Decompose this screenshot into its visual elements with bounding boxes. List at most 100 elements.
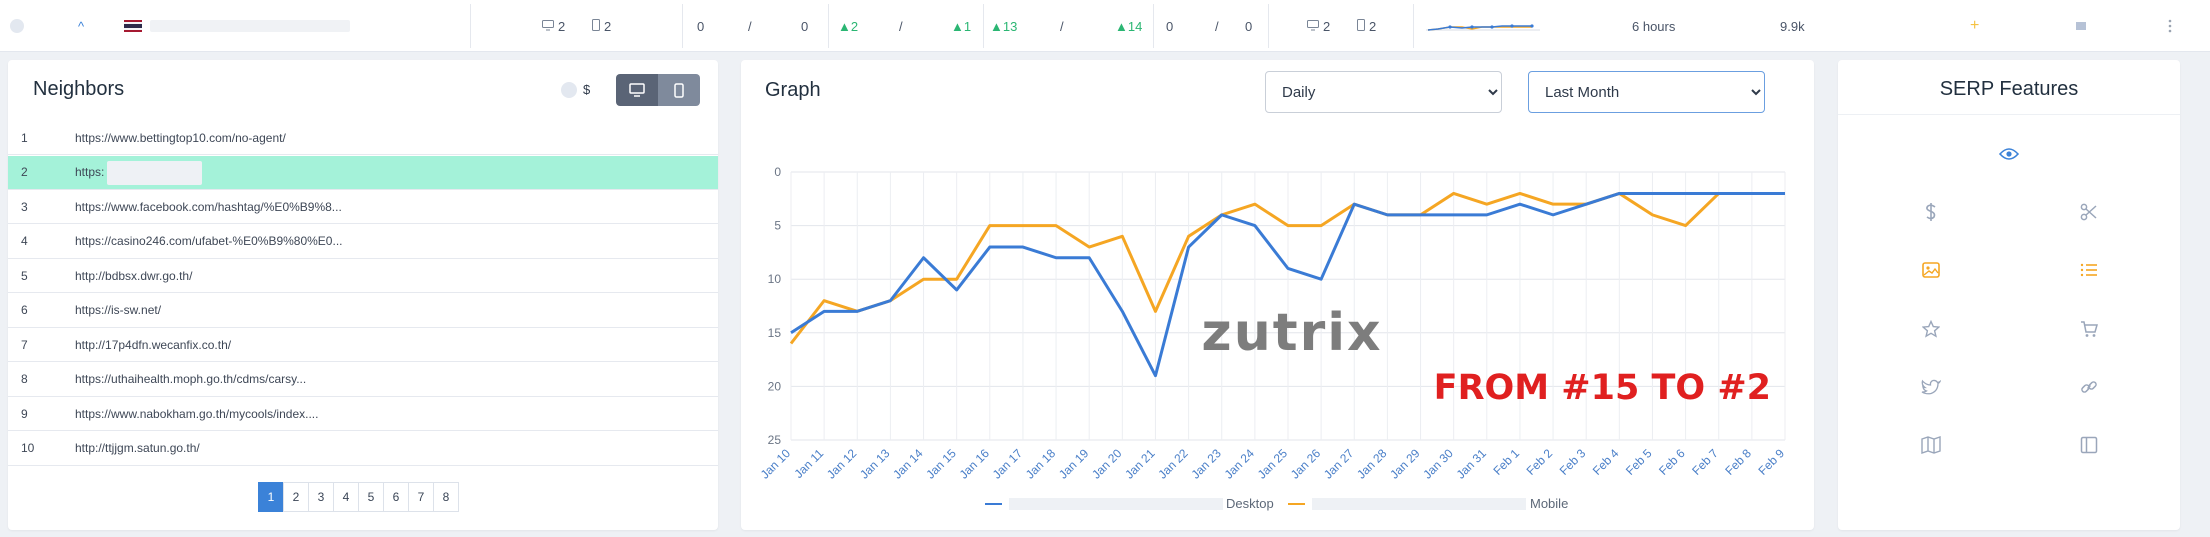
x-tick-label: Jan 16	[957, 446, 993, 482]
y-tick-label: 15	[768, 326, 782, 340]
panel-icon	[2076, 432, 2102, 458]
x-tick-label: Jan 11	[792, 446, 827, 481]
page-7-button[interactable]: 7	[408, 482, 434, 512]
neighbor-url[interactable]: https://uthaihealth.moph.go.th/cdms/cars…	[75, 372, 307, 386]
y-tick-label: 25	[768, 433, 782, 447]
x-tick-label: Jan 30	[1420, 446, 1456, 482]
page-6-button[interactable]: 6	[383, 482, 409, 512]
page-2-button[interactable]: 2	[283, 482, 309, 512]
legend-mobile-label: Mobile	[1530, 496, 1568, 511]
neighbor-row[interactable]: 8 https://uthaihealth.moph.go.th/cdms/car…	[8, 363, 718, 397]
neighbor-row[interactable]: 1 https://www.bettingtop10.com/no-agent/	[8, 121, 718, 155]
x-tick-label: Jan 20	[1089, 446, 1125, 482]
row-number: 8	[21, 372, 28, 386]
neighbor-url[interactable]: https://www.nabokham.go.th/mycools/index…	[75, 406, 319, 421]
link-icon	[2076, 374, 2102, 400]
legend-redacted-keyword	[1009, 498, 1223, 510]
neighbor-url[interactable]: http://ttjjgm.satun.go.th/	[75, 441, 200, 455]
position-desktop: 0	[697, 18, 705, 34]
collapse-chevron-icon[interactable]: ^	[78, 18, 85, 34]
neighbor-url[interactable]: https://www.facebook.com/hashtag/%E0%B9%…	[75, 199, 342, 214]
x-tick-label: Feb 8	[1722, 446, 1754, 478]
neighbor-row[interactable]: 3 https://www.facebook.com/hashtag/%E0%B9…	[8, 190, 718, 224]
x-tick-label: Jan 25	[1255, 446, 1291, 482]
x-tick-label: Jan 13	[857, 446, 893, 482]
currency-label: $	[583, 82, 591, 97]
neighbor-row[interactable]: 4 https://casino246.com/ufabet-%E0%B9%80%…	[8, 225, 718, 259]
neighbor-row[interactable]: 6 https://is-sw.net/	[8, 294, 718, 328]
x-tick-label: Feb 3	[1557, 446, 1589, 478]
period-select[interactable]: Daily	[1265, 71, 1502, 113]
currency-toggle[interactable]	[561, 82, 577, 98]
search-volume: 9.9k	[1780, 18, 1805, 34]
row-number: 4	[21, 234, 28, 248]
row-number: 5	[21, 268, 28, 283]
neighbor-url[interactable]: https:	[75, 165, 105, 179]
row-number: 7	[21, 337, 28, 352]
y-tick-label: 0	[774, 165, 781, 179]
desktop-view-button[interactable]	[616, 74, 658, 106]
map-icon	[1918, 432, 1944, 458]
serp-title: SERP Features	[1939, 78, 2079, 100]
neighbor-row[interactable]: 2 https:	[8, 155, 718, 190]
neighbor-row[interactable]: 9 https://www.nabokham.go.th/mycools/inde…	[8, 397, 718, 431]
page-1-button[interactable]: 1	[258, 482, 284, 512]
x-tick-label: Jan 26	[1288, 446, 1324, 482]
y-tick-label: 5	[774, 219, 781, 233]
x-tick-label: Jan 22	[1155, 446, 1191, 482]
mobile-icon	[1357, 18, 1365, 34]
add-plus-icon[interactable]: +	[1970, 17, 1980, 34]
page-3-button[interactable]: 3	[308, 482, 334, 512]
desktop-icon	[629, 83, 645, 97]
neighbor-url[interactable]: https://www.bettingtop10.com/no-agent/	[75, 130, 286, 145]
serp-features-panel: SERP Features	[1838, 60, 2180, 530]
page-4-button[interactable]: 4	[333, 482, 359, 512]
scissors-icon	[2076, 199, 2102, 225]
neighbor-url[interactable]: http://bdbsx.dwr.go.th/	[75, 268, 193, 283]
change-month-desktop: 0	[1166, 18, 1174, 34]
desktop-icon	[1307, 19, 1319, 34]
mobile-icon	[674, 82, 684, 98]
neighbor-row[interactable]: 10 http://ttjjgm.satun.go.th/	[8, 432, 718, 466]
eye-icon	[1996, 141, 2022, 167]
neighbor-url[interactable]: http://17p4dfn.wecanfix.co.th/	[75, 337, 232, 352]
image-icon	[1918, 257, 1944, 283]
graph-title: Graph	[765, 79, 821, 101]
history-sparkline[interactable]	[1426, 0, 1540, 52]
x-tick-label: Feb 1	[1490, 446, 1522, 478]
neighbor-url[interactable]: https://is-sw.net/	[75, 303, 162, 317]
mobile-view-button[interactable]	[658, 74, 700, 106]
neighbor-row[interactable]: 7 http://17p4dfn.wecanfix.co.th/	[8, 328, 718, 362]
thailand-flag-icon	[124, 0, 142, 52]
x-tick-label: Feb 9	[1756, 446, 1788, 478]
legend-redacted-keyword	[1312, 498, 1526, 510]
desktop-series-line	[790, 191, 1785, 378]
x-tick-label: Jan 31	[1454, 446, 1490, 482]
x-tick-label: Jan 27	[1321, 446, 1357, 482]
row-menu-icon[interactable]	[2168, 0, 2172, 52]
position-mobile: 0	[801, 18, 809, 34]
keyword-text-redacted	[150, 0, 350, 52]
neighbor-row[interactable]: 5 http://bdbsx.dwr.go.th/	[8, 259, 718, 293]
change-week-desktop: ▲13	[990, 18, 1018, 34]
x-tick-label: Jan 24	[1222, 446, 1258, 482]
neighbor-url[interactable]: https://casino246.com/ufabet-%E0%B9%80%E…	[75, 234, 343, 248]
x-tick-label: Jan 12	[824, 446, 860, 482]
position-sep: /	[748, 18, 752, 34]
page-8-button[interactable]: 8	[433, 482, 459, 512]
page-5-button[interactable]: 5	[358, 482, 384, 512]
notes-icon[interactable]	[2075, 0, 2087, 52]
range-select[interactable]: Last Month	[1528, 71, 1765, 113]
row-number: 6	[21, 303, 28, 317]
row-checkbox[interactable]	[10, 0, 24, 52]
watermark-text: zutrix	[1201, 303, 1382, 363]
x-tick-label: Feb 2	[1524, 446, 1556, 478]
overlay-annotation: FROM #15 TO #2	[1434, 368, 1771, 408]
y-tick-label: 20	[768, 379, 782, 393]
serp-desktop-count: 2	[1307, 0, 1330, 52]
twitter-icon	[1918, 374, 1944, 400]
serp-mobile-count: 2	[1357, 0, 1376, 52]
list-icon	[2076, 257, 2102, 283]
